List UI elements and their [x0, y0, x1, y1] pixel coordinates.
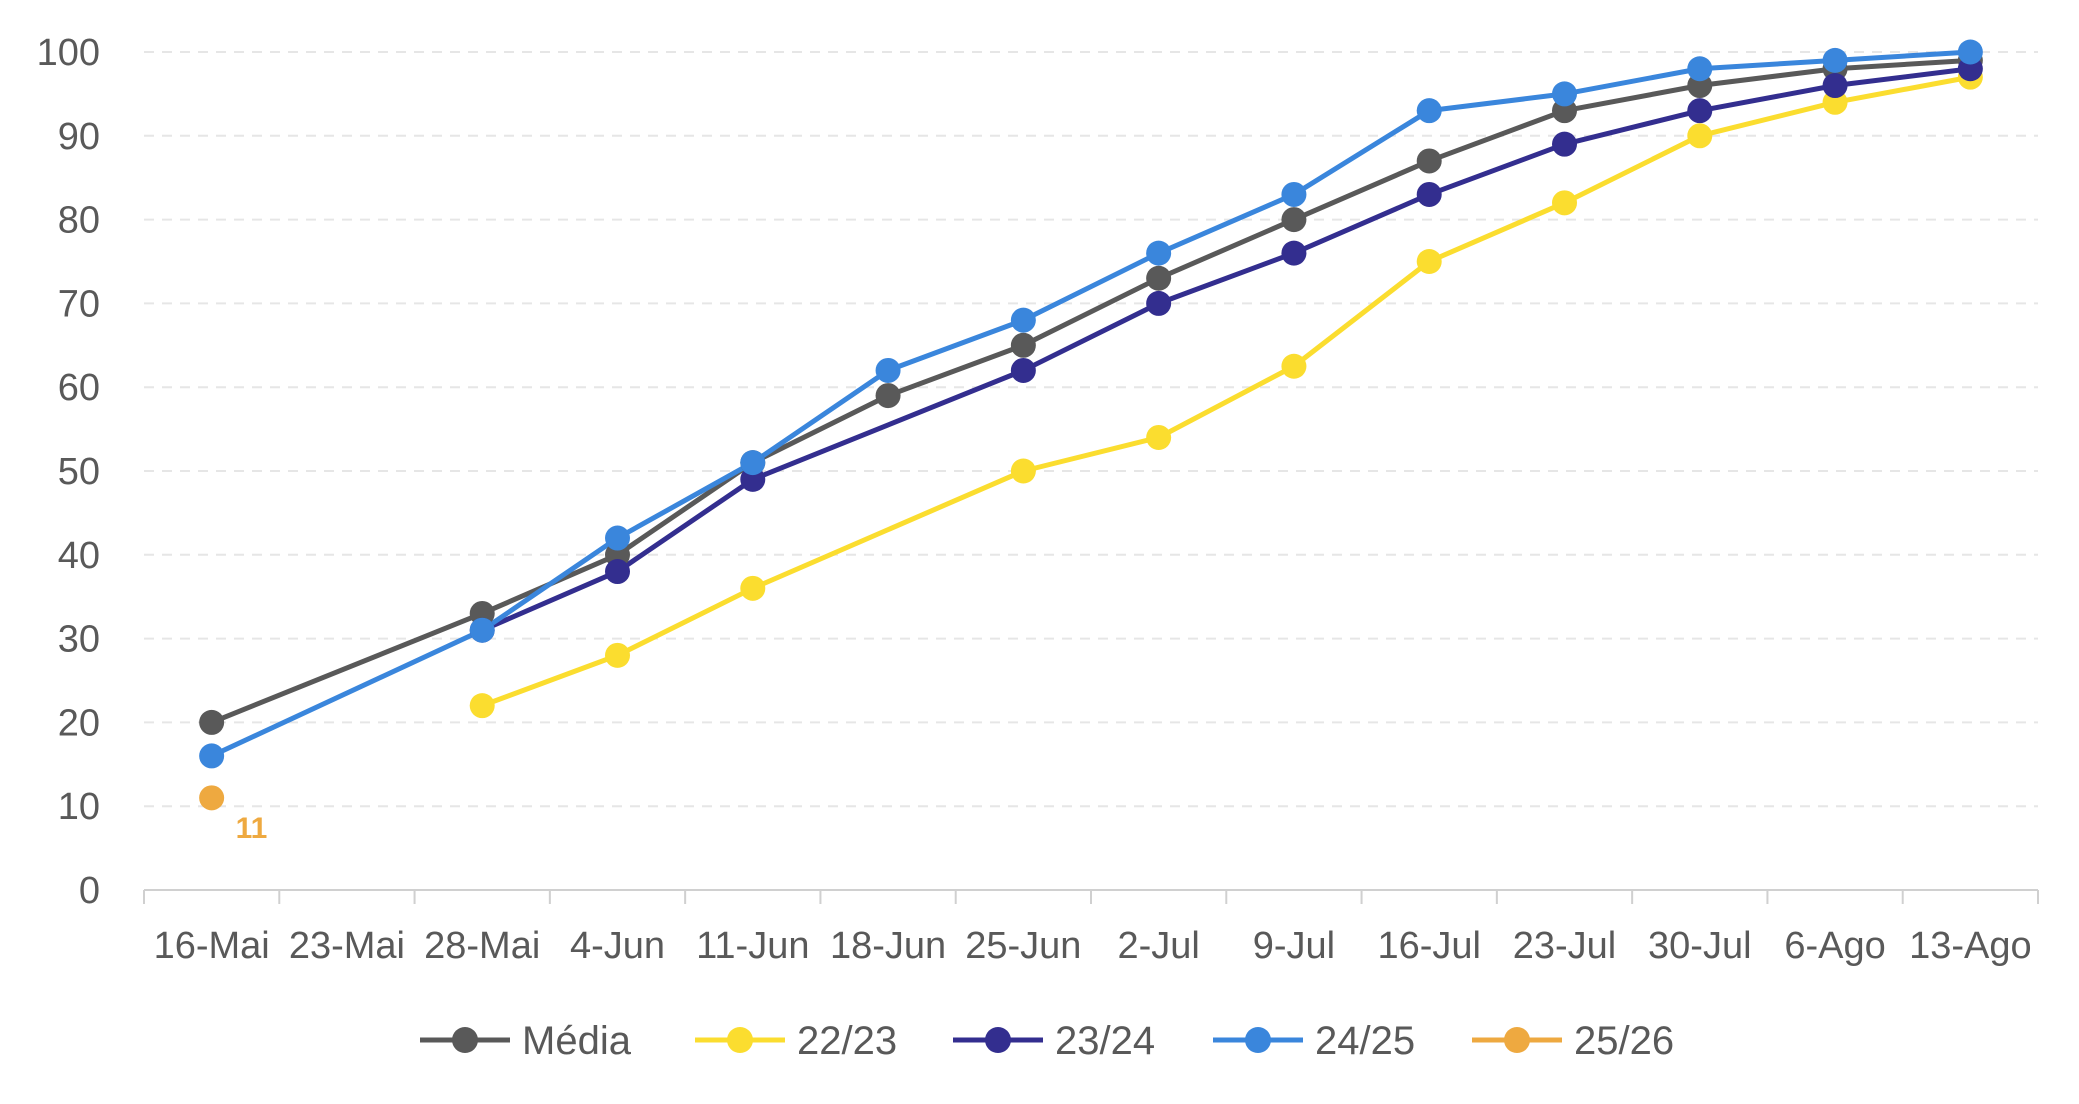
- data-point: [1416, 148, 1442, 174]
- legend-label: 22/23: [797, 1019, 897, 1063]
- legend-label: 23/24: [1055, 1019, 1155, 1063]
- data-point: [1146, 240, 1172, 266]
- data-point: [875, 383, 901, 409]
- data-point: [1687, 123, 1713, 149]
- x-tick-label: 18-Jun: [830, 925, 946, 967]
- x-tick-label: 16-Mai: [154, 925, 270, 967]
- data-point: [1687, 56, 1713, 82]
- y-tick-label: 80: [58, 200, 100, 242]
- data-point: [1281, 181, 1307, 207]
- y-tick-label: 90: [58, 116, 100, 158]
- data-label: 11: [236, 812, 268, 845]
- data-point: [1010, 357, 1036, 383]
- data-point: [199, 709, 225, 735]
- data-point: [1822, 73, 1848, 99]
- gridlines: [144, 51, 2038, 808]
- data-point: [1281, 207, 1307, 233]
- data-point: [1416, 249, 1442, 274]
- series-line: [481, 66, 1971, 633]
- x-tick-label: 28-Mai: [424, 925, 540, 967]
- legend: Média 22/23 23/24 24/25 25/26: [420, 1019, 1674, 1063]
- y-tick-label: 50: [58, 451, 100, 493]
- data-point: [1552, 190, 1577, 216]
- data-point: [469, 693, 495, 719]
- data-point: [1687, 98, 1713, 124]
- data-point: [1281, 353, 1307, 379]
- x-tick-label: 4-Jun: [570, 925, 665, 967]
- y-tick-label: 10: [58, 786, 100, 828]
- x-tick-label: 9-Jul: [1253, 925, 1335, 967]
- data-point: [1416, 181, 1442, 207]
- data-point: [1146, 265, 1172, 291]
- x-tick-label: 23-Mai: [289, 925, 405, 967]
- legend-swatch-marker: [985, 1027, 1011, 1053]
- data-point: [605, 559, 630, 585]
- y-tick-label: 20: [58, 702, 100, 744]
- series-points: [199, 39, 1983, 811]
- x-tick-label: 11-Jun: [696, 925, 809, 967]
- legend-swatch-marker: [727, 1027, 753, 1053]
- legend-label: Média: [522, 1019, 632, 1063]
- data-point: [1146, 424, 1172, 450]
- y-tick-label: 100: [37, 32, 100, 74]
- y-tick-label: 70: [58, 283, 100, 325]
- data-point: [1010, 307, 1036, 333]
- data-point: [1552, 131, 1577, 157]
- y-axis-ticks: 0 10 20 30 40 50 60 70 80 90 100: [37, 32, 100, 912]
- y-tick-label: 60: [58, 367, 100, 409]
- data-point: [740, 450, 766, 476]
- data-point: [1010, 332, 1036, 358]
- series-line: [210, 49, 1971, 759]
- y-tick-label: 30: [58, 619, 100, 661]
- x-axis: 16-Mai 23-Mai 28-Mai 4-Jun 11-Jun 18-Jun 25-Ju…: [143, 889, 2039, 967]
- data-point: [199, 785, 225, 811]
- data-point: [605, 525, 630, 551]
- legend-label: 24/25: [1315, 1019, 1415, 1063]
- data-point: [1281, 240, 1307, 266]
- x-tick-label: 30-Jul: [1648, 925, 1752, 967]
- legend-swatch-marker: [1245, 1027, 1271, 1053]
- data-point: [875, 357, 901, 383]
- data-point: [1146, 290, 1172, 316]
- x-tick-label: 6-Ago: [1784, 925, 1885, 967]
- x-tick-label: 16-Jul: [1377, 925, 1481, 967]
- data-point: [469, 617, 495, 643]
- x-tick-label: 23-Jul: [1513, 925, 1617, 967]
- data-point: [1957, 39, 1983, 65]
- series-lines: [210, 49, 1971, 759]
- data-point: [740, 575, 766, 601]
- x-tick-label: 13-Ago: [1909, 925, 2032, 967]
- data-point: [1552, 81, 1577, 107]
- series-line: [481, 74, 1971, 708]
- data-point: [1416, 98, 1442, 124]
- data-point: [1822, 47, 1848, 73]
- legend-swatch-marker: [452, 1027, 478, 1053]
- x-tick-label: 2-Jul: [1117, 925, 1199, 967]
- legend-swatch-marker: [1504, 1027, 1530, 1053]
- data-point: [199, 743, 225, 769]
- legend-label: 25/26: [1574, 1019, 1674, 1063]
- data-point: [1010, 458, 1036, 484]
- data-labels: 11: [236, 812, 268, 845]
- x-tick-label: 25-Jun: [965, 925, 1081, 967]
- data-point: [605, 642, 630, 668]
- y-tick-label: 0: [79, 870, 100, 912]
- y-tick-label: 40: [58, 535, 100, 577]
